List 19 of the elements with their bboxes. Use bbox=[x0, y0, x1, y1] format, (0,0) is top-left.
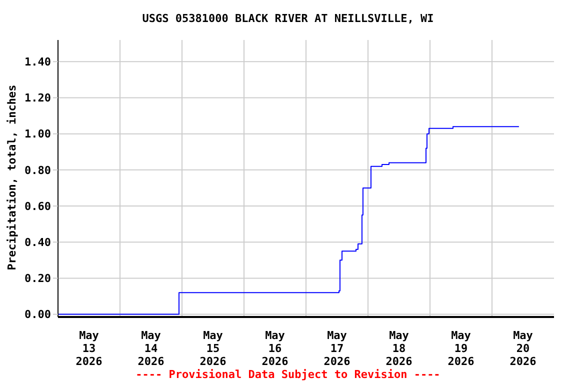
y-tick-label: 0.80 bbox=[24, 164, 51, 177]
y-tick-label: 1.40 bbox=[24, 56, 51, 69]
y-tick-label: 0.00 bbox=[24, 308, 51, 322]
y-tick-label: 0.40 bbox=[24, 236, 51, 250]
x-tick-label: May 14 2026 bbox=[138, 329, 165, 368]
y-tick-label: 1.00 bbox=[24, 128, 51, 141]
y-tick-label: 0.20 bbox=[24, 272, 51, 286]
x-tick-label: May 17 2026 bbox=[324, 329, 351, 368]
y-tick-label: 0.60 bbox=[24, 200, 51, 213]
y-axis-title: Precipitation, total, inches bbox=[6, 83, 18, 272]
text: ---- Provisional Data Subject to Revision ---- bbox=[134, 368, 442, 381]
x-tick-label: May 19 2026 bbox=[448, 329, 475, 368]
x-tick-label: May 16 2026 bbox=[262, 329, 289, 368]
x-tick-label: May 15 2026 bbox=[200, 329, 227, 368]
x-tick-label: May 20 2026 bbox=[510, 329, 537, 368]
y-tick-label: 1.20 bbox=[24, 92, 51, 105]
x-tick-label: May 13 2026 bbox=[76, 329, 103, 368]
x-tick-label: May 18 2026 bbox=[386, 329, 413, 368]
chart-title: USGS 05381000 BLACK RIVER AT NEILLSVILLE, WI bbox=[141, 12, 435, 25]
